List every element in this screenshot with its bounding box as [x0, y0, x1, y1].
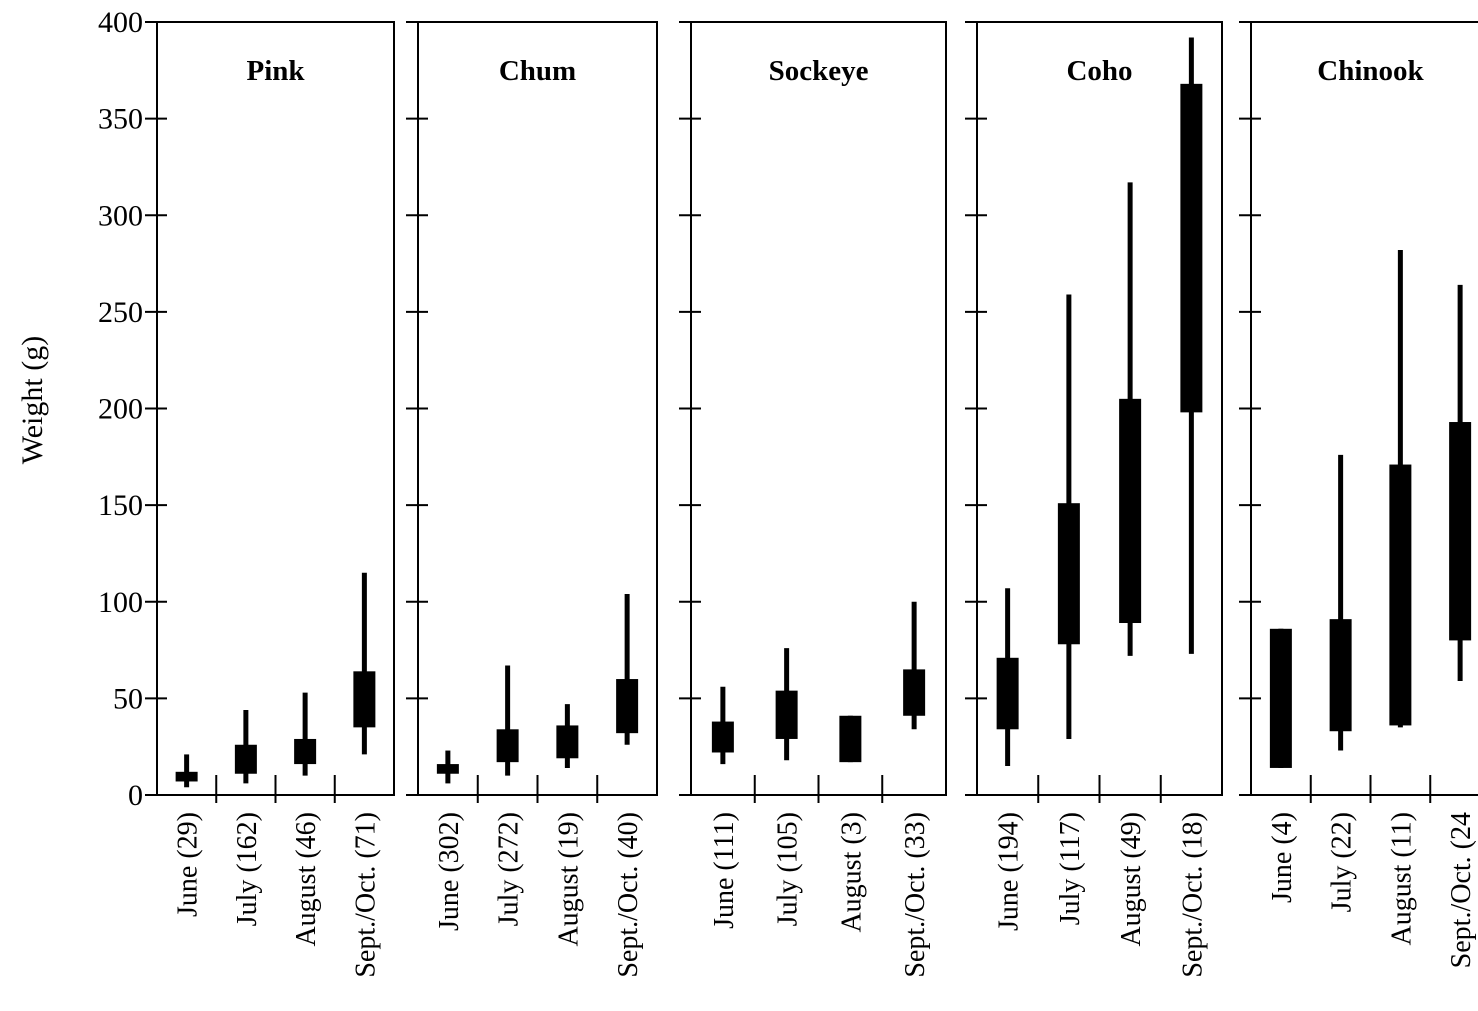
- box: [353, 671, 376, 728]
- x-tick-label: June (111): [709, 812, 740, 929]
- y-tick-label: 400: [98, 6, 143, 39]
- box: [903, 669, 926, 716]
- x-tick-label: June (4): [1267, 812, 1298, 903]
- box: [1180, 83, 1203, 413]
- panel-pink: 0 50 100 150 200 250 300 350 400 Pink June (29) Jul…: [98, 6, 395, 978]
- box: [996, 657, 1019, 730]
- x-tick-label: August (11): [1386, 812, 1417, 946]
- panel-chum: Chum June (302) July (272) August (19) Sept.…: [406, 21, 658, 978]
- box: [556, 725, 579, 759]
- box: [1057, 503, 1080, 645]
- box: [1329, 619, 1352, 732]
- x-tick-label: August (49): [1116, 812, 1147, 947]
- y-tick-label: 50: [113, 682, 143, 715]
- x-tick-label: June (194): [994, 812, 1025, 931]
- box: [234, 744, 257, 774]
- panel-sockeye: Sockeye June (111) July (105) August (3) Sep…: [679, 21, 947, 978]
- x-tick-label: July (272): [494, 812, 525, 926]
- x-tick-label: July (22): [1327, 812, 1358, 912]
- panel-title: Coho: [1066, 55, 1132, 87]
- panel-title: Sockeye: [769, 55, 869, 87]
- box: [436, 764, 459, 774]
- box: [711, 721, 734, 753]
- box: [839, 715, 862, 763]
- box: [1119, 398, 1142, 624]
- panel-title: Chinook: [1317, 55, 1424, 87]
- x-tick-label: Sept./Oct. (24: [1446, 812, 1477, 968]
- x-tick-label: August (46): [291, 812, 322, 947]
- y-tick-label: 0: [128, 779, 143, 812]
- panel-title: Pink: [246, 55, 305, 87]
- y-axis-title: Weight (g): [16, 336, 49, 464]
- x-tick-label: June (29): [173, 812, 204, 917]
- y-tick-label: 250: [98, 296, 143, 329]
- y-tick-label: 350: [98, 103, 143, 136]
- panel-title: Chum: [499, 55, 576, 87]
- box: [175, 771, 198, 782]
- x-tick-label: July (162): [232, 812, 263, 926]
- box: [616, 679, 639, 734]
- box: [1389, 464, 1412, 726]
- x-tick-label: August (19): [553, 812, 584, 947]
- box: [1449, 422, 1472, 641]
- y-tick-label: 300: [98, 199, 143, 232]
- x-tick-label: July (117): [1055, 812, 1086, 925]
- x-tick-label: Sept./Oct. (18): [1177, 812, 1208, 978]
- x-tick-label: Sept./Oct. (40): [613, 812, 644, 978]
- box: [294, 738, 317, 765]
- x-tick-label: June (302): [434, 812, 465, 931]
- panel-chinook: Chinook June (4) July (22) August (11) Sept.…: [1239, 21, 1478, 968]
- x-tick-label: July (105): [773, 812, 804, 926]
- x-tick-label: Sept./Oct. (71): [350, 812, 381, 978]
- box: [1269, 628, 1292, 768]
- box: [496, 729, 519, 763]
- panel-coho: Coho June (194) July (117) August (49) Sept.…: [965, 21, 1223, 978]
- box: [775, 690, 798, 739]
- y-tick-label: 200: [98, 393, 143, 426]
- x-tick-label: August (3): [836, 812, 867, 933]
- y-tick-label: 150: [98, 489, 143, 522]
- x-tick-label: Sept./Oct. (33): [900, 812, 931, 978]
- y-tick-label: 100: [98, 586, 143, 619]
- panels: 0 50 100 150 200 250 300 350 400 Pink June (29) Jul…: [98, 6, 1478, 978]
